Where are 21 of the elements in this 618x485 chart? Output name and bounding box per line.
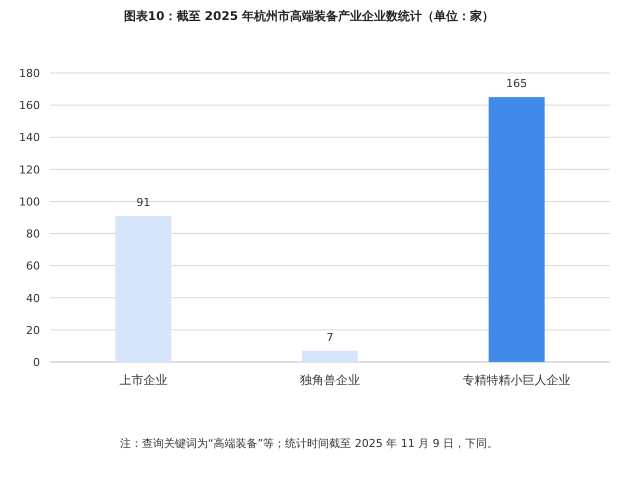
data-label: 165 bbox=[506, 77, 528, 90]
y-tick-label: 80 bbox=[26, 228, 40, 241]
y-tick-label: 20 bbox=[26, 324, 40, 337]
y-tick-label: 60 bbox=[26, 260, 40, 273]
bar bbox=[488, 97, 545, 362]
y-tick-label: 160 bbox=[19, 99, 40, 112]
x-tick-label: 独角兽企业 bbox=[300, 373, 360, 387]
data-label: 91 bbox=[136, 196, 150, 209]
chart-title: 图表10：截至 2025 年杭州市高端装备产业企业数统计（单位：家） bbox=[124, 9, 494, 23]
x-tick-label: 上市企业 bbox=[119, 373, 168, 387]
bar bbox=[302, 350, 358, 362]
y-tick-label: 100 bbox=[19, 195, 40, 208]
x-tick-label: 专精特精小巨人企业 bbox=[462, 373, 571, 387]
y-tick-label: 40 bbox=[26, 292, 40, 305]
bar bbox=[115, 216, 172, 362]
text: 注：查询关键词为“高端装备”等；统计时间截至 2025 年 11 月 9 日，下同。 bbox=[120, 437, 498, 450]
y-tick-label: 140 bbox=[19, 131, 40, 144]
data-label: 7 bbox=[326, 330, 334, 344]
y-tick-label: 0 bbox=[33, 356, 40, 369]
y-tick-label: 120 bbox=[19, 163, 40, 176]
y-tick-label: 180 bbox=[19, 67, 40, 80]
